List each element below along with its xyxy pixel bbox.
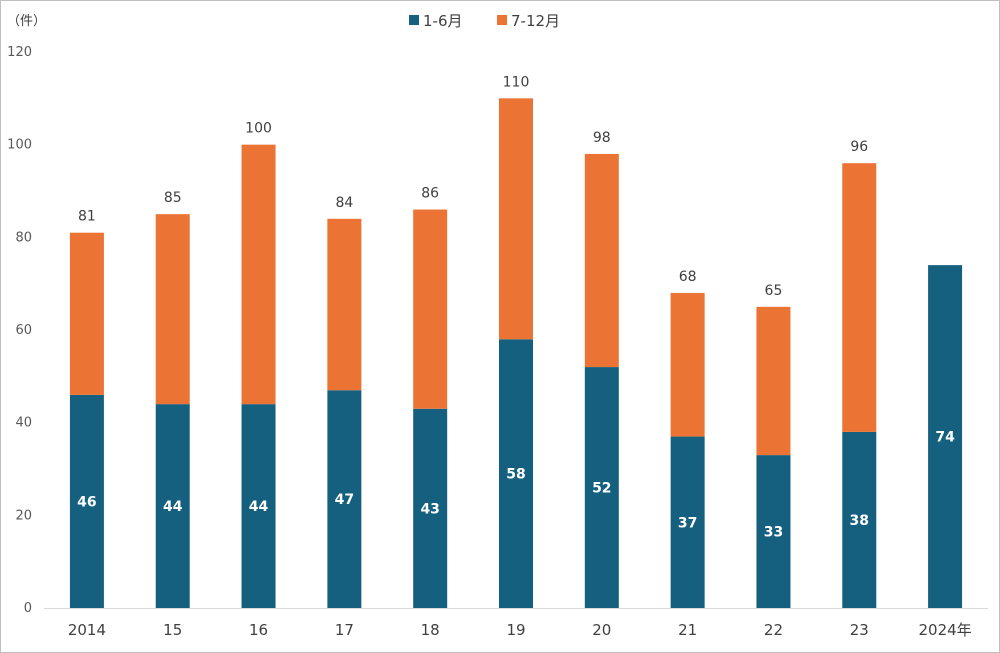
- x-axis: 2014 15 16 17 18 19 20 21 22 23 2024年: [44, 608, 988, 639]
- bar-label-first-half: 74: [935, 430, 955, 446]
- bar-first-half: [413, 408, 448, 608]
- bar-second-half: [241, 144, 276, 405]
- total-label: 86: [421, 186, 439, 202]
- x-tick-label: 16: [249, 621, 268, 639]
- bar-first-half: [756, 455, 791, 608]
- legend: 1-6月 7-12月: [409, 12, 560, 30]
- x-tick-label: 2014: [68, 621, 106, 639]
- bar-label-first-half: 47: [335, 492, 354, 508]
- bar-first-half: [241, 404, 276, 608]
- legend-label-first-half: 1-6月: [423, 12, 463, 30]
- x-tick-label: 19: [506, 621, 525, 639]
- bar-label-first-half: 44: [249, 499, 269, 515]
- x-tick-label: 18: [421, 621, 440, 639]
- bar-first-half: [928, 265, 963, 608]
- legend-swatch-second-half: [497, 15, 507, 25]
- total-label: 100: [245, 121, 272, 137]
- bar-second-half: [842, 163, 877, 432]
- bar-first-half: [69, 394, 104, 608]
- y-tick-label: 0: [24, 601, 32, 616]
- x-tick-label: 21: [678, 621, 697, 639]
- total-label: 81: [78, 209, 96, 225]
- legend-label-second-half: 7-12月: [511, 12, 560, 30]
- x-tick-label: 23: [850, 621, 869, 639]
- total-label: 84: [335, 195, 353, 211]
- bar-second-half: [499, 98, 533, 340]
- bars: [69, 98, 963, 608]
- bar-label-first-half: 46: [77, 494, 96, 510]
- y-tick-label: 100: [7, 138, 32, 153]
- y-tick-label: 60: [15, 323, 32, 338]
- bar-second-half: [413, 209, 448, 409]
- total-label: 110: [503, 74, 530, 90]
- x-tick-label: 22: [764, 621, 783, 639]
- total-label: 98: [593, 130, 611, 146]
- legend-swatch-first-half: [409, 15, 419, 25]
- bar-second-half: [756, 306, 791, 456]
- bar-first-half: [155, 404, 190, 608]
- bar-second-half: [69, 232, 104, 395]
- x-tick-label: 20: [592, 621, 611, 639]
- x-tick-label: 2024年: [918, 621, 971, 639]
- x-tick-label: 17: [335, 621, 354, 639]
- y-unit-label: （件）: [7, 14, 46, 29]
- x-tick-label: 15: [163, 621, 182, 639]
- bar-second-half: [670, 292, 705, 437]
- bar-first-half: [670, 436, 705, 608]
- bar-first-half: [584, 367, 619, 608]
- bar-label-first-half: 52: [592, 481, 611, 497]
- y-tick-label: 120: [7, 45, 32, 60]
- bar-label-first-half: 38: [850, 513, 869, 529]
- total-label: 85: [164, 190, 182, 206]
- bar-label-first-half: 44: [163, 499, 183, 515]
- y-tick-label: 20: [15, 508, 32, 523]
- total-label: 65: [765, 283, 783, 299]
- bar-first-half: [327, 390, 362, 608]
- bar-first-half: [499, 339, 533, 608]
- total-label: 68: [679, 269, 697, 285]
- y-tick-label: 80: [15, 230, 32, 245]
- bar-second-half: [327, 218, 362, 391]
- total-label: 96: [850, 139, 868, 155]
- bar-label-first-half: 43: [420, 501, 439, 517]
- bar-second-half: [584, 153, 619, 368]
- bar-label-first-half: 37: [678, 515, 697, 531]
- bar-first-half: [842, 431, 877, 608]
- y-axis: 0 20 40 60 80 100 120: [7, 45, 32, 616]
- data-labels: 46 81 44 85 44 100 47 84 43 86 58 110 52 98 37 68 33 65 38…: [77, 74, 955, 540]
- y-tick-label: 40: [15, 416, 32, 431]
- bar-label-first-half: 58: [506, 467, 525, 483]
- bar-second-half: [155, 214, 190, 405]
- bar-label-first-half: 33: [764, 525, 783, 541]
